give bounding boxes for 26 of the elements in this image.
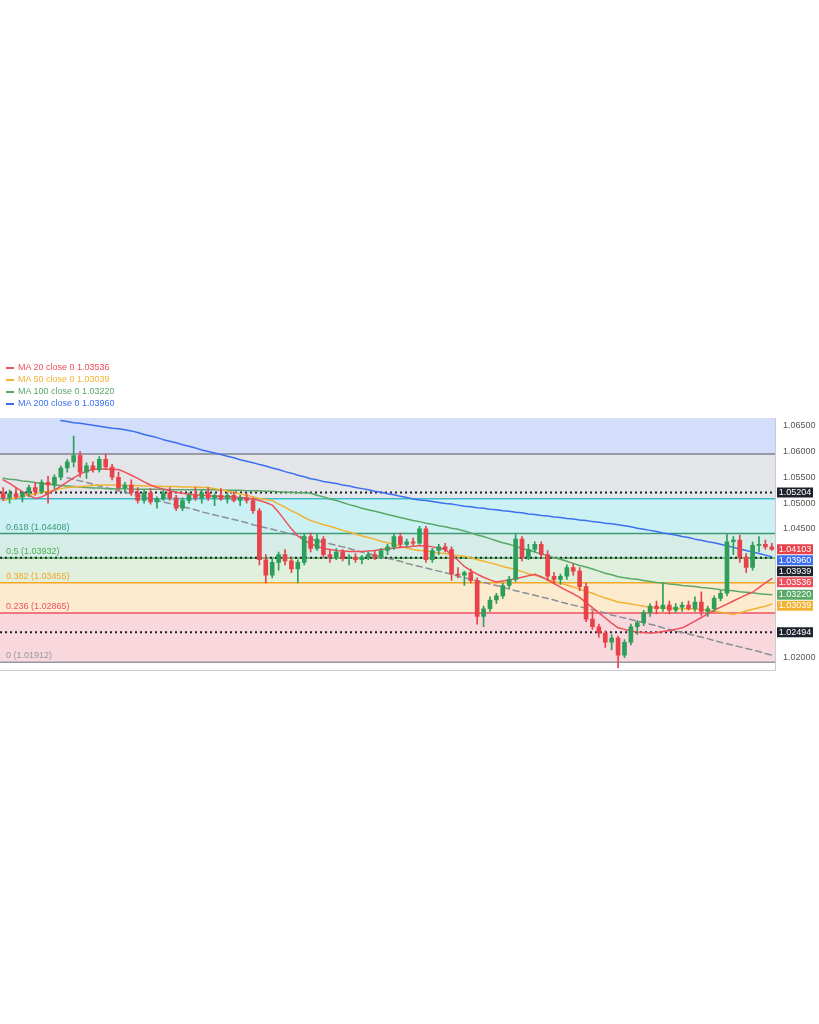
text: 1.04103 [778, 543, 812, 554]
legend-label: MA 100 close 0 1.03220 [18, 386, 115, 397]
y-tick-label: 1.05500 [783, 471, 816, 482]
data-label: 1.03039 [778, 600, 812, 611]
candlestick [455, 567, 461, 579]
y-tick-label: 1.05000 [783, 497, 816, 508]
ref-line-label: 0.5 (1.03932) [6, 546, 60, 557]
data-label: 1.03220 [778, 589, 812, 600]
y-tick-label: 1.06500 [783, 420, 816, 431]
ref-line-label: 0 (1.01912) [6, 650, 53, 661]
y-tick-label: 1.02000 [783, 652, 816, 663]
legend-label: MA 20 close 0 1.03536 [18, 362, 110, 373]
ref-line-label: 0.618 (1.04408) [6, 521, 70, 532]
legend-label: MA 50 close 0 1.03039 [18, 374, 110, 385]
ref-line-label: 1.02494 [778, 626, 812, 637]
ref-line-label: 1.03939 [778, 565, 812, 576]
y-tick-label: 1.04500 [783, 523, 816, 534]
y-tick-label: 1.06000 [783, 445, 816, 456]
ref-line-label: 0.236 (1.02865) [6, 601, 70, 612]
candlestick [756, 536, 762, 553]
data-label: 1.03536 [778, 576, 812, 587]
ref-line-label: 0.382 (1.03455) [6, 570, 70, 581]
ref-line-label: 1.05204 [778, 487, 812, 498]
data-label: 1.03960 [778, 554, 812, 565]
candlestick [327, 549, 333, 563]
legend-label: MA 200 close 0 1.03960 [18, 398, 115, 409]
